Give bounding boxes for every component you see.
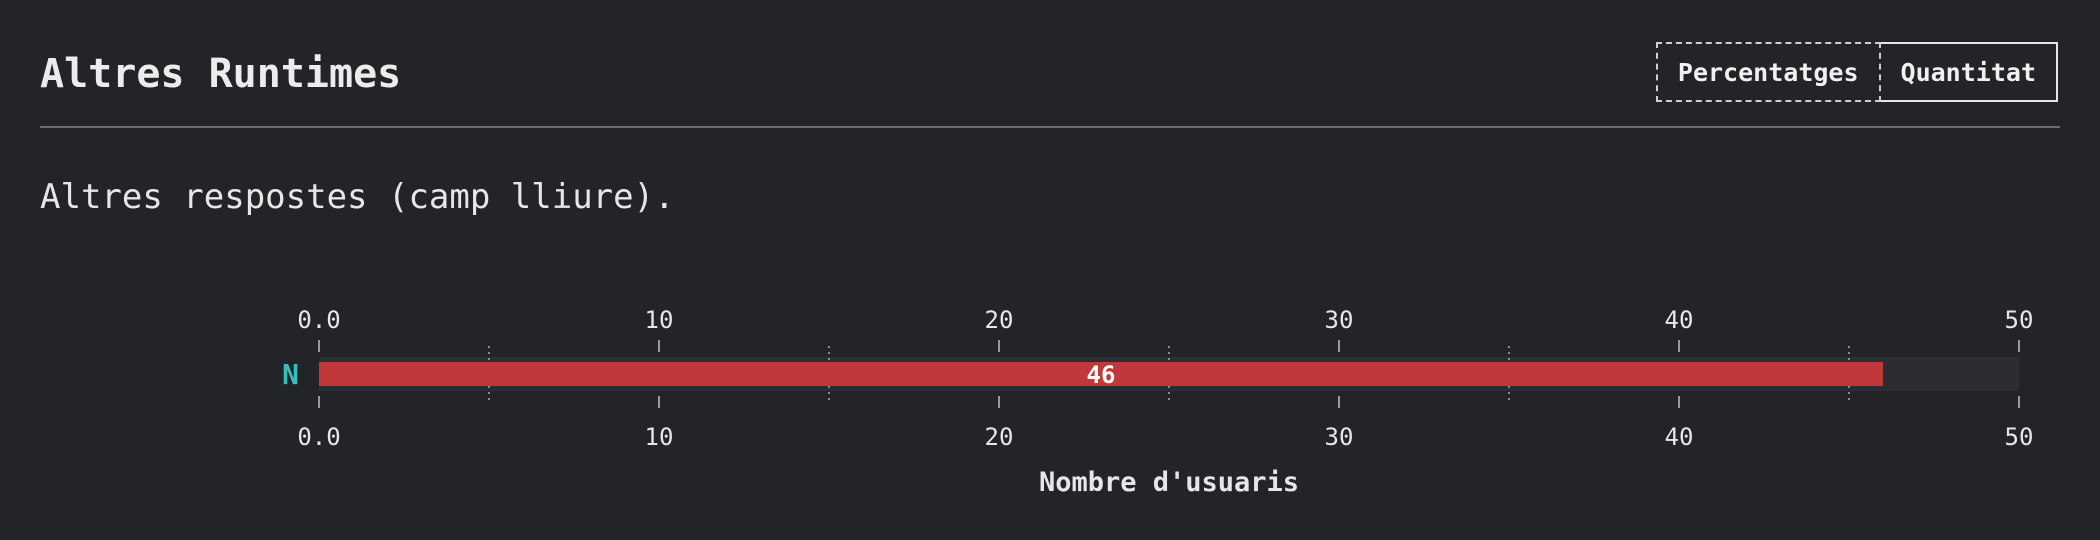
header-divider xyxy=(40,126,2060,128)
percentages-button[interactable]: Percentatges xyxy=(1655,42,1881,102)
bar-value-label: 46 xyxy=(1087,361,1116,389)
category-label: N xyxy=(282,358,299,391)
x-tick-label-bottom: 50 xyxy=(2005,423,2034,451)
section-title: Altres Runtimes xyxy=(40,51,402,97)
x-tick-label-bottom: 30 xyxy=(1325,423,1354,451)
x-tick-label-top: 40 xyxy=(1665,306,1694,334)
x-tick-label-top: 0.0 xyxy=(297,306,340,334)
x-tick-label-top: 30 xyxy=(1325,306,1354,334)
x-tick-label-top: 50 xyxy=(2005,306,2034,334)
x-tick-label-bottom: 0.0 xyxy=(297,423,340,451)
quantity-button[interactable]: Quantitat xyxy=(1880,42,2058,102)
chart-description: Altres respostes (camp lliure). xyxy=(40,177,675,217)
x-tick-label-bottom: 40 xyxy=(1665,423,1694,451)
x-axis-title: Nombre d'usuaris xyxy=(1039,467,1299,498)
x-tick-label-bottom: 10 xyxy=(645,423,674,451)
display-mode-toggle: Percentatges Quantitat xyxy=(1655,42,2058,102)
bar xyxy=(319,362,1883,386)
x-tick-label-top: 10 xyxy=(645,306,674,334)
x-tick-label-bottom: 20 xyxy=(985,423,1014,451)
x-tick-label-top: 20 xyxy=(985,306,1014,334)
